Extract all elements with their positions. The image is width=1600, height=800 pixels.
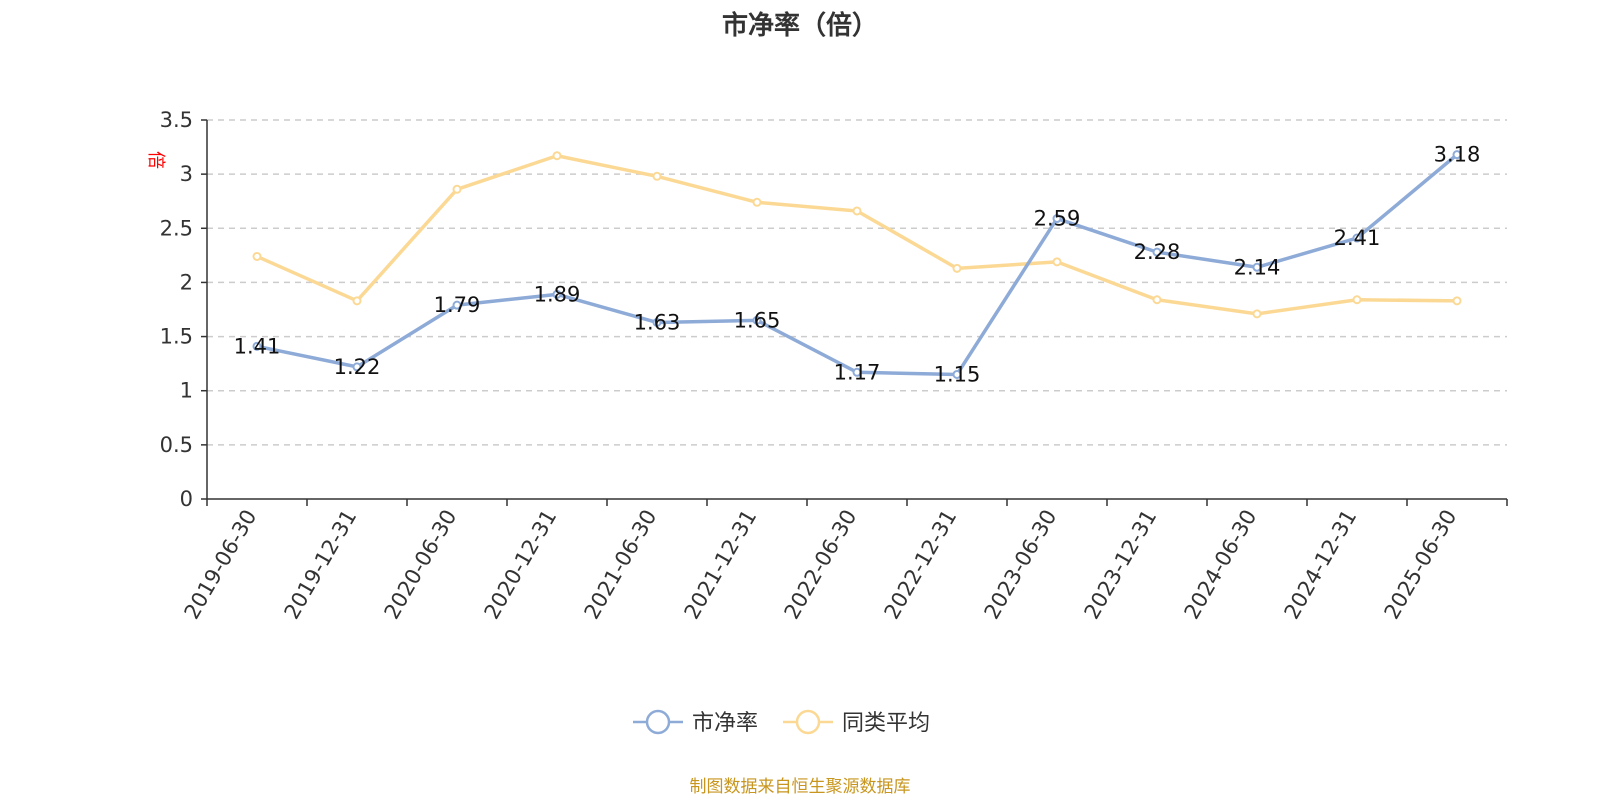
x-tick-label: 2020-06-30 [380, 506, 462, 624]
x-tick-label: 2019-12-31 [280, 506, 362, 624]
data-point[interactable] [752, 197, 762, 207]
data-label: 1.41 [234, 334, 281, 358]
x-tick-label: 2021-12-31 [680, 506, 762, 624]
data-label: 3.18 [1434, 143, 1481, 167]
y-tick-label: 2.5 [160, 216, 193, 240]
data-point[interactable] [1452, 296, 1462, 306]
x-tick-label: 2022-06-30 [780, 506, 862, 624]
data-point[interactable] [952, 263, 962, 273]
data-point[interactable] [1452, 150, 1462, 160]
y-axis-unit-label: 倍 [145, 151, 166, 169]
data-label: 2.14 [1234, 255, 1281, 279]
x-tick-label: 2025-06-30 [1380, 506, 1462, 624]
y-tick-label: 1 [180, 379, 193, 403]
x-tick-label: 2019-06-30 [180, 506, 262, 624]
data-point[interactable] [252, 251, 262, 261]
x-tick-label: 2022-12-31 [880, 506, 962, 624]
data-label: 2.28 [1134, 240, 1181, 264]
legend-item-peer-average[interactable]: 同类平均 [783, 709, 930, 736]
data-point[interactable] [352, 296, 362, 306]
data-label: 1.22 [334, 355, 381, 379]
data-point[interactable] [852, 367, 862, 377]
y-tick-label: 0.5 [160, 433, 193, 457]
data-point[interactable] [552, 289, 562, 299]
source-note: 制图数据来自恒生聚源数据库 [690, 777, 911, 797]
x-tick-label: 2020-12-31 [480, 506, 562, 624]
data-point[interactable] [452, 300, 462, 310]
x-tick-label: 2023-06-30 [980, 506, 1062, 624]
data-point[interactable] [652, 317, 662, 327]
data-label: 1.65 [734, 308, 781, 332]
data-point[interactable] [352, 362, 362, 372]
chart-title: 市净率（倍） [722, 10, 878, 41]
legend-label: 市净率 [692, 711, 758, 736]
data-labels: 1.41 1.22 1.79 1.89 1.63 1.65 1.17 1.15 2.59 2.28… [234, 143, 1481, 387]
data-point[interactable] [1152, 247, 1162, 257]
legend-marker-icon [645, 709, 671, 735]
data-point[interactable] [652, 171, 662, 181]
y-tick-label: 3 [180, 162, 193, 186]
data-label: 1.15 [934, 362, 981, 386]
x-tick-label: 2024-06-30 [1180, 506, 1262, 624]
grid-lines [207, 119, 1507, 446]
legend-marker-icon [795, 709, 821, 735]
legend-label: 同类平均 [842, 711, 930, 736]
x-tick-label: 2021-06-30 [580, 506, 662, 624]
data-point[interactable] [1252, 262, 1262, 272]
data-point[interactable] [552, 151, 562, 161]
y-tick-label: 3.5 [160, 108, 193, 132]
data-point[interactable] [252, 341, 262, 351]
data-point[interactable] [1052, 257, 1062, 267]
x-tick-label: 2023-12-31 [1080, 506, 1162, 624]
y-tick-label: 2 [180, 270, 193, 294]
data-point[interactable] [1352, 295, 1362, 305]
data-point[interactable] [952, 369, 962, 379]
series-lines [252, 150, 1462, 379]
data-label: 1.89 [534, 282, 581, 306]
data-point[interactable] [1352, 233, 1362, 243]
data-label: 2.41 [1334, 226, 1381, 250]
y-tick-label: 1.5 [160, 325, 193, 349]
data-point[interactable] [1052, 214, 1062, 224]
data-label: 1.63 [634, 310, 681, 334]
legend[interactable]: 市净率 同类平均 [633, 709, 930, 736]
data-label: 1.17 [834, 360, 881, 384]
data-label: 1.79 [434, 293, 481, 317]
y-tick-label: 0 [180, 487, 193, 511]
legend-item-pb-ratio[interactable]: 市净率 [633, 709, 758, 736]
data-point[interactable] [452, 184, 462, 194]
data-point[interactable] [752, 315, 762, 325]
data-point[interactable] [1252, 309, 1262, 319]
data-point[interactable] [852, 206, 862, 216]
x-tick-label: 2024-12-31 [1280, 506, 1362, 624]
data-point[interactable] [1152, 295, 1162, 305]
data-label: 2.59 [1034, 207, 1081, 231]
series-line-peer-average [256, 153, 1458, 316]
